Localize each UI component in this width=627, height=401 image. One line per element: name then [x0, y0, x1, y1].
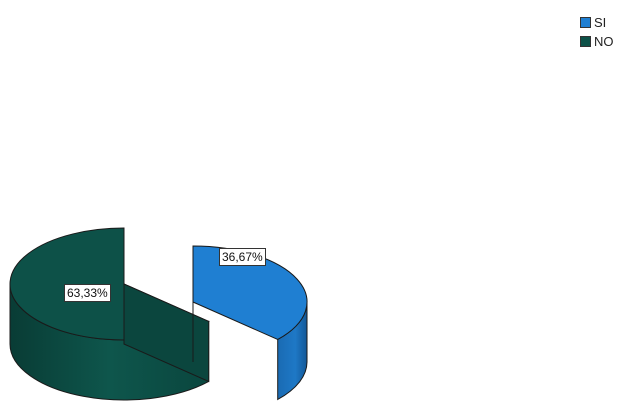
- legend-label-no: NO: [594, 34, 614, 49]
- pie-slice-no: [9, 227, 210, 401]
- legend-label-si: SI: [594, 15, 607, 30]
- pie-slice-si: [192, 245, 308, 401]
- data-label-si: 36,67%: [219, 248, 266, 266]
- legend-swatch-si: [580, 17, 591, 28]
- legend-item-si: SI: [580, 13, 614, 32]
- data-label-no: 63,33%: [64, 284, 111, 302]
- legend-item-no: NO: [580, 32, 614, 51]
- chart-legend: SI NO: [580, 13, 614, 51]
- legend-swatch-no: [580, 36, 591, 47]
- pie-slice-no-cut-face: [123, 283, 210, 383]
